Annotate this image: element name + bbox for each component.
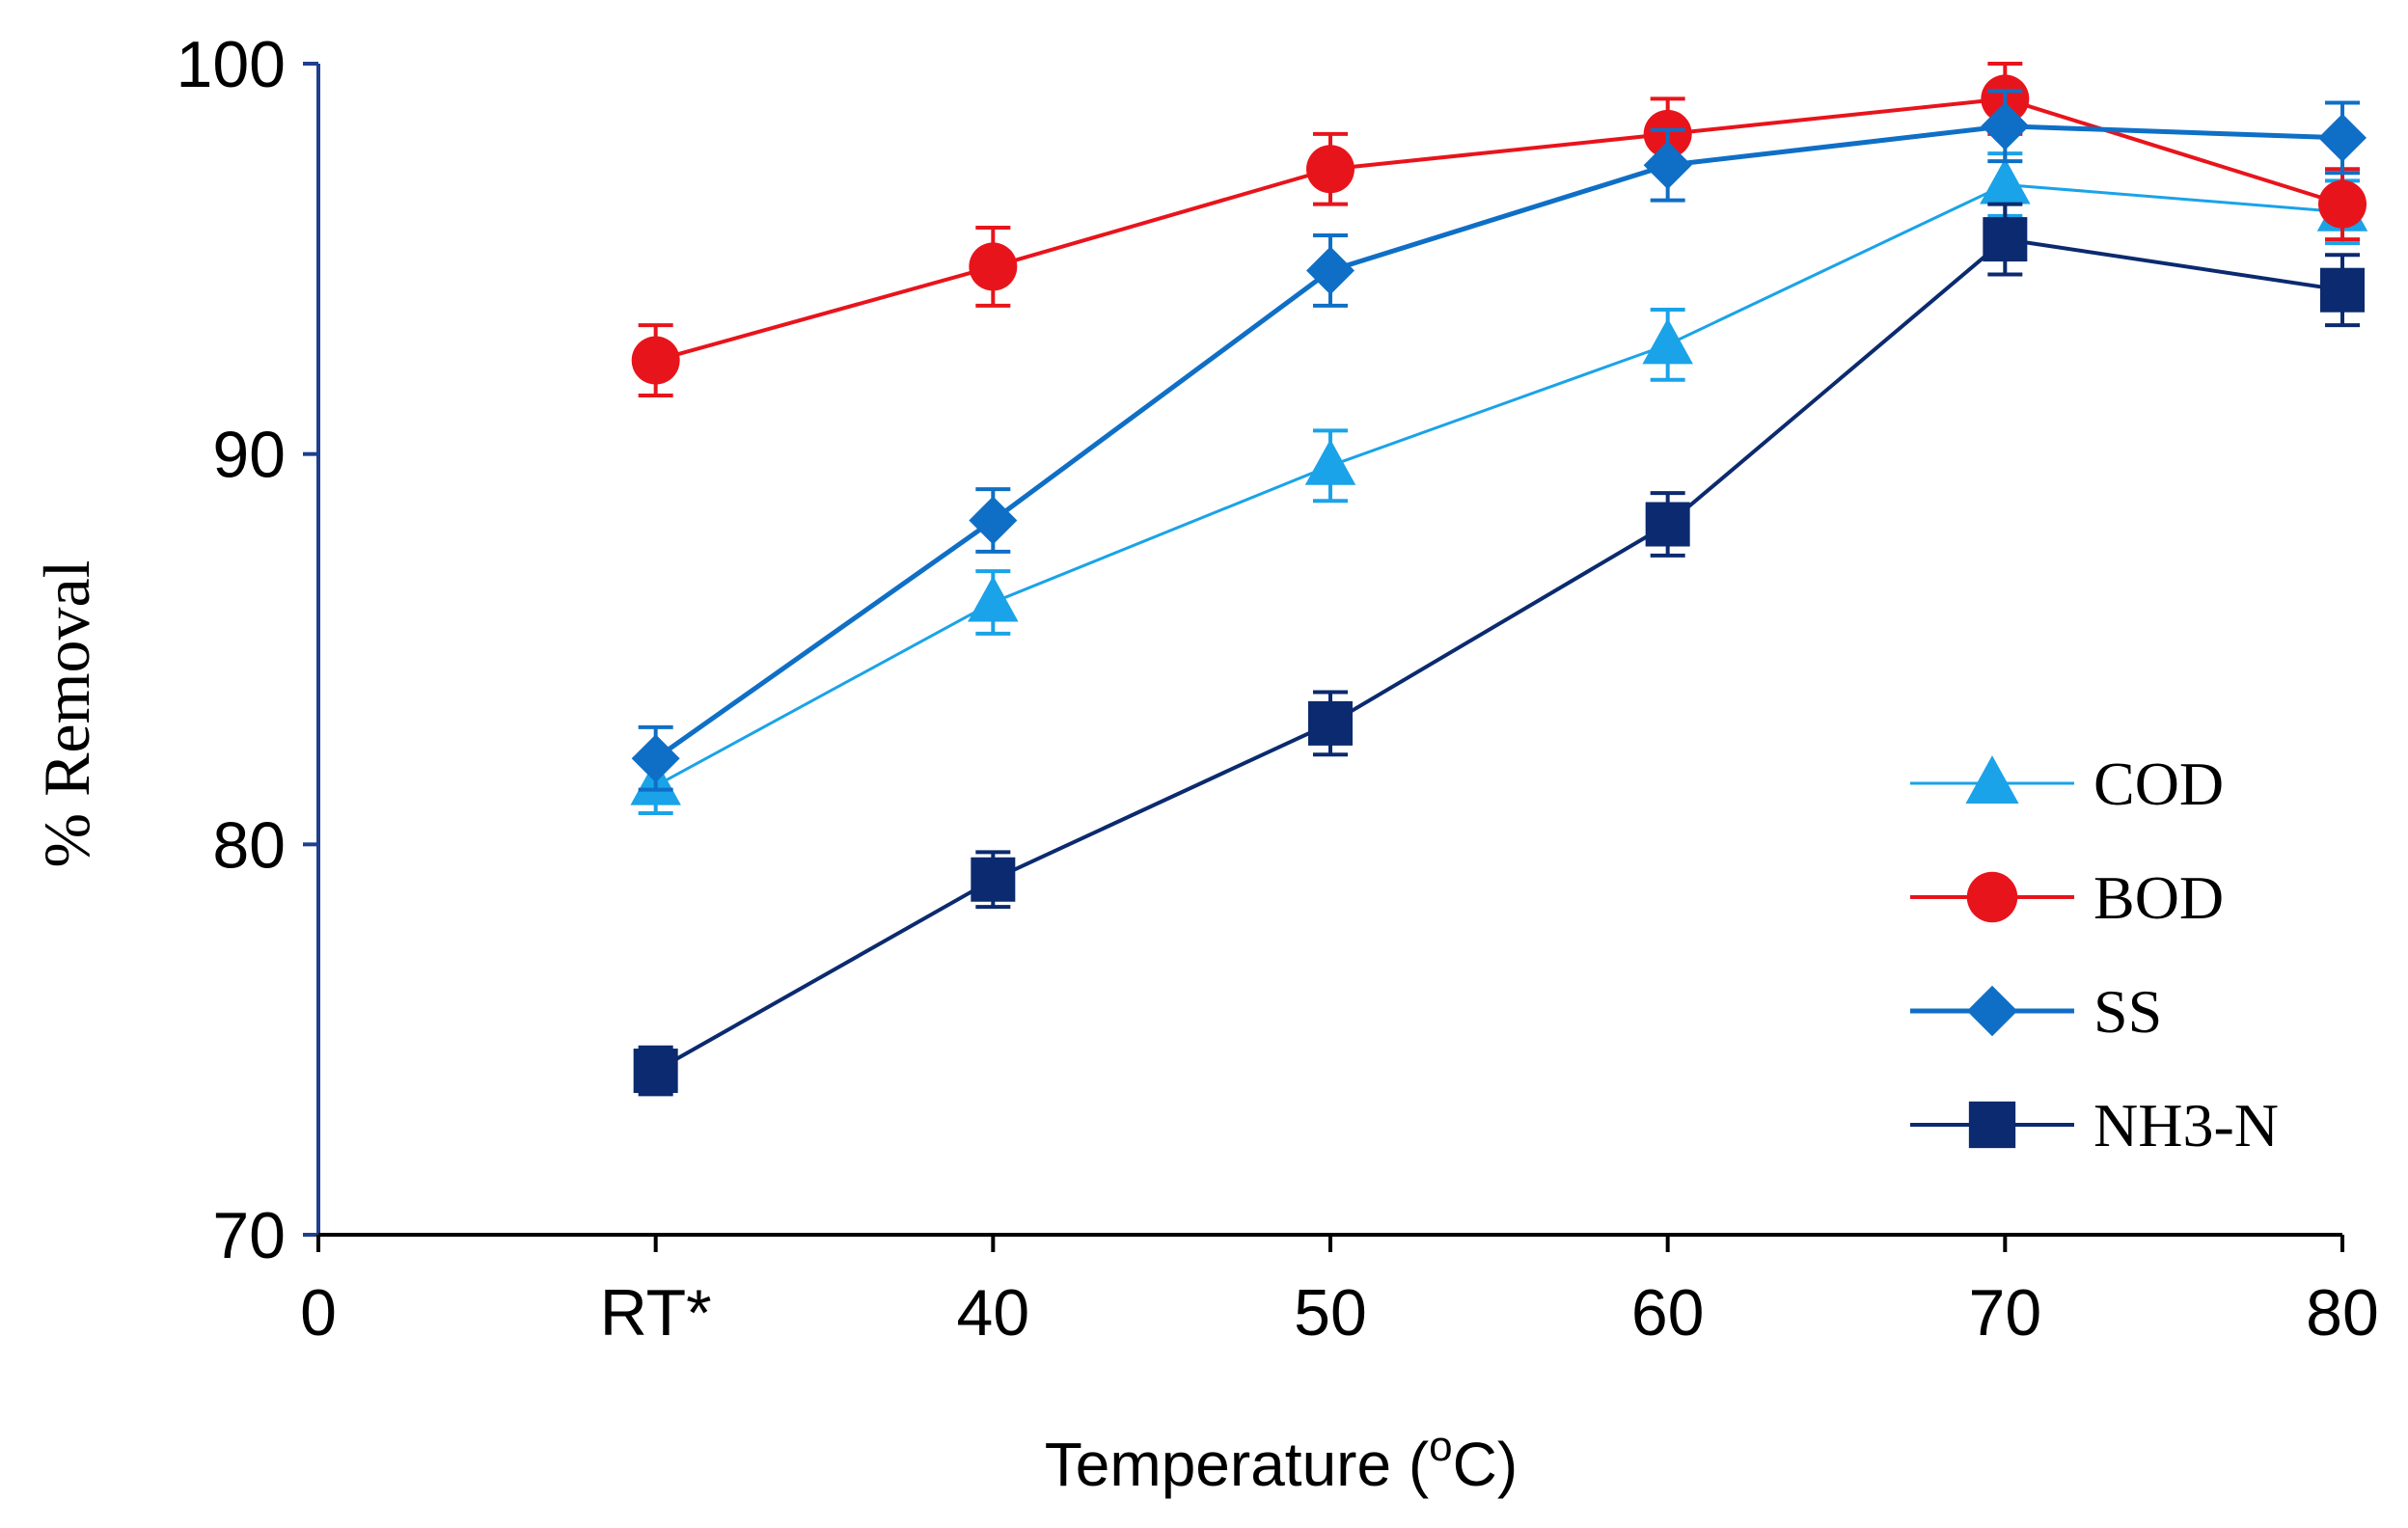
legend-label-bod: BOD xyxy=(2093,863,2224,932)
series-ss xyxy=(631,89,2367,792)
legend-label-cod: COD xyxy=(2093,750,2224,818)
legend-item-ss: SS xyxy=(1910,977,2162,1046)
data-point-cod-40 xyxy=(968,575,1019,622)
data-point-cod-60 xyxy=(1642,317,1693,365)
legend-item-nh3-n: NH3-N xyxy=(1910,1091,2279,1160)
series-line-bod xyxy=(655,96,2343,363)
data-point-nh3-n-80 xyxy=(2320,267,2365,313)
legend: COD BOD SS NH3-N xyxy=(1910,750,2279,1160)
legend-marker-ss xyxy=(1966,985,2018,1037)
data-point-nh3-n-70 xyxy=(1983,217,2028,262)
data-point-cod-70 xyxy=(1980,157,2031,205)
x-tick-label-3: 50 xyxy=(1294,1276,1367,1350)
series-line-cod xyxy=(654,182,2343,787)
data-point-ss-50 xyxy=(1306,246,1354,295)
series-line-nh3-n xyxy=(654,237,2343,1073)
x-tick-label-0: 0 xyxy=(300,1276,337,1350)
y-tick-label-100: 100 xyxy=(177,28,286,101)
data-point-ss-RT* xyxy=(631,734,680,783)
data-point-bod-80 xyxy=(2318,179,2367,229)
y-tick-label-90: 90 xyxy=(212,419,286,492)
legend-marker-nh3-n xyxy=(1968,1101,2016,1149)
data-point-bod-RT* xyxy=(631,336,680,385)
data-point-ss-40 xyxy=(969,496,1018,545)
data-point-ss-60 xyxy=(1643,141,1692,190)
series-cod xyxy=(630,151,2368,815)
legend-label-ss: SS xyxy=(2093,977,2162,1046)
x-axis-ticks: 0 RT* 40 50 60 70 80 xyxy=(300,1235,2379,1350)
x-tick-label-2: 40 xyxy=(957,1276,1030,1350)
legend-marker-cod xyxy=(1965,755,2019,804)
y-tick-label-80: 80 xyxy=(212,808,286,882)
data-point-nh3-n-60 xyxy=(1645,502,1690,547)
series-bod xyxy=(631,62,2367,397)
x-axis-title-superscript: o xyxy=(1429,1423,1452,1470)
plot-area: 70 80 90 100 0 RT* 40 50 60 70 80 xyxy=(177,28,2379,1350)
x-tick-label-5: 70 xyxy=(1969,1276,2042,1350)
x-tick-label-6: 80 xyxy=(2306,1276,2379,1350)
data-point-nh3-n-50 xyxy=(1308,700,1353,746)
y-axis-ticks: 70 80 90 100 xyxy=(177,28,318,1272)
legend-label-nh3-n: NH3-N xyxy=(2093,1091,2279,1160)
data-point-nh3-n-RT* xyxy=(633,1049,678,1094)
y-tick-label-70: 70 xyxy=(212,1199,286,1272)
data-point-bod-40 xyxy=(969,242,1018,291)
data-point-ss-80 xyxy=(2318,113,2367,162)
data-point-nh3-n-40 xyxy=(971,857,1016,902)
data-point-cod-50 xyxy=(1304,439,1356,485)
data-point-bod-50 xyxy=(1306,145,1354,194)
series-layer xyxy=(630,62,2368,1097)
y-axis-title: % Removal xyxy=(30,559,103,867)
x-tick-label-1: RT* xyxy=(600,1276,712,1350)
legend-marker-bod xyxy=(1966,871,2018,923)
data-point-ss-70 xyxy=(1981,101,2030,150)
x-tick-label-4: 60 xyxy=(1631,1276,1705,1350)
legend-item-bod: BOD xyxy=(1910,863,2224,932)
legend-item-cod: COD xyxy=(1910,750,2224,818)
series-nh3-n xyxy=(633,202,2365,1097)
x-axis-title: Temperature (oC) xyxy=(1045,1423,1518,1499)
series-line-ss xyxy=(654,123,2343,761)
